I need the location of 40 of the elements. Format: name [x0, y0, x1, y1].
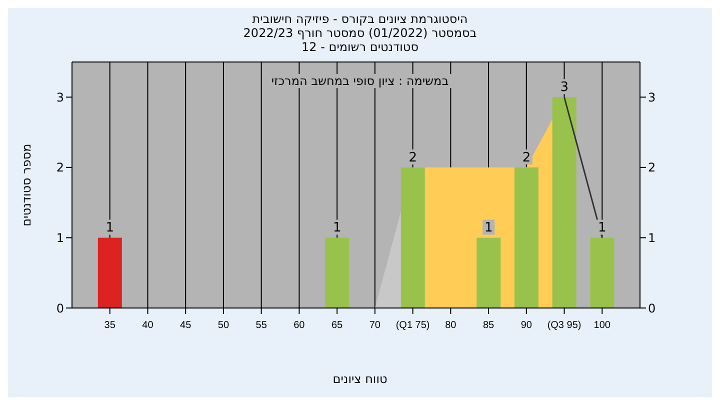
data-label: 1 — [598, 220, 606, 236]
x-tick-label: 35 — [104, 320, 116, 331]
data-label: 3 — [560, 80, 568, 96]
data-label: 2 — [522, 150, 531, 166]
x-tick-label: 45 — [180, 320, 192, 331]
x-tick-label: 70 — [369, 320, 381, 331]
bar — [552, 97, 576, 308]
x-tick-label: 50 — [218, 320, 230, 331]
data-label: 1 — [332, 220, 342, 236]
bar — [325, 238, 350, 308]
y-tick-label: 0 — [56, 301, 64, 316]
data-label: 1 — [484, 220, 493, 236]
y-tick-label: 2 — [56, 160, 64, 175]
x-tick-label: 55 — [256, 320, 268, 331]
x-tick-label: 80 — [445, 320, 457, 331]
y-tick-label: 1 — [56, 230, 64, 245]
data-label: 1 — [106, 220, 114, 236]
bar — [590, 238, 614, 308]
y2-tick-label: 1 — [648, 230, 656, 245]
x-tick-label: 40 — [142, 320, 154, 331]
x-tick-label: 100 — [594, 320, 611, 331]
x-tick-label: (Q1 75) — [396, 320, 430, 331]
x-tick-label: 65 — [332, 320, 344, 331]
bar — [98, 238, 122, 308]
y-axis-title: מספר סטודנטים — [19, 144, 34, 226]
x-tick-label: 60 — [294, 320, 306, 331]
bar — [514, 167, 538, 308]
chart-title: היסטוגרמת ציונים בקורס - פיזיקה חישובית — [251, 12, 469, 26]
x-axis-title: טווח ציונים — [332, 372, 388, 386]
y2-tick-label: 3 — [648, 90, 656, 104]
x-tick-label: (Q3 95) — [547, 320, 582, 331]
y2-tick-label: 0 — [648, 301, 656, 316]
data-label: 2 — [408, 150, 418, 166]
x-tick-label: 85 — [482, 320, 495, 331]
x-tick-label: 90 — [520, 320, 532, 331]
chart-subtitle: בסמסטר (01/2022) סמסטר חורף 2022/23 סטודנטים רשומים - 12 — [242, 26, 478, 54]
y-tick-label: 3 — [56, 90, 64, 104]
annotation: במשימה : ציון סופי במחשב המרכזי — [268, 74, 452, 88]
bar — [476, 238, 501, 308]
y2-tick-label: 2 — [648, 160, 656, 175]
